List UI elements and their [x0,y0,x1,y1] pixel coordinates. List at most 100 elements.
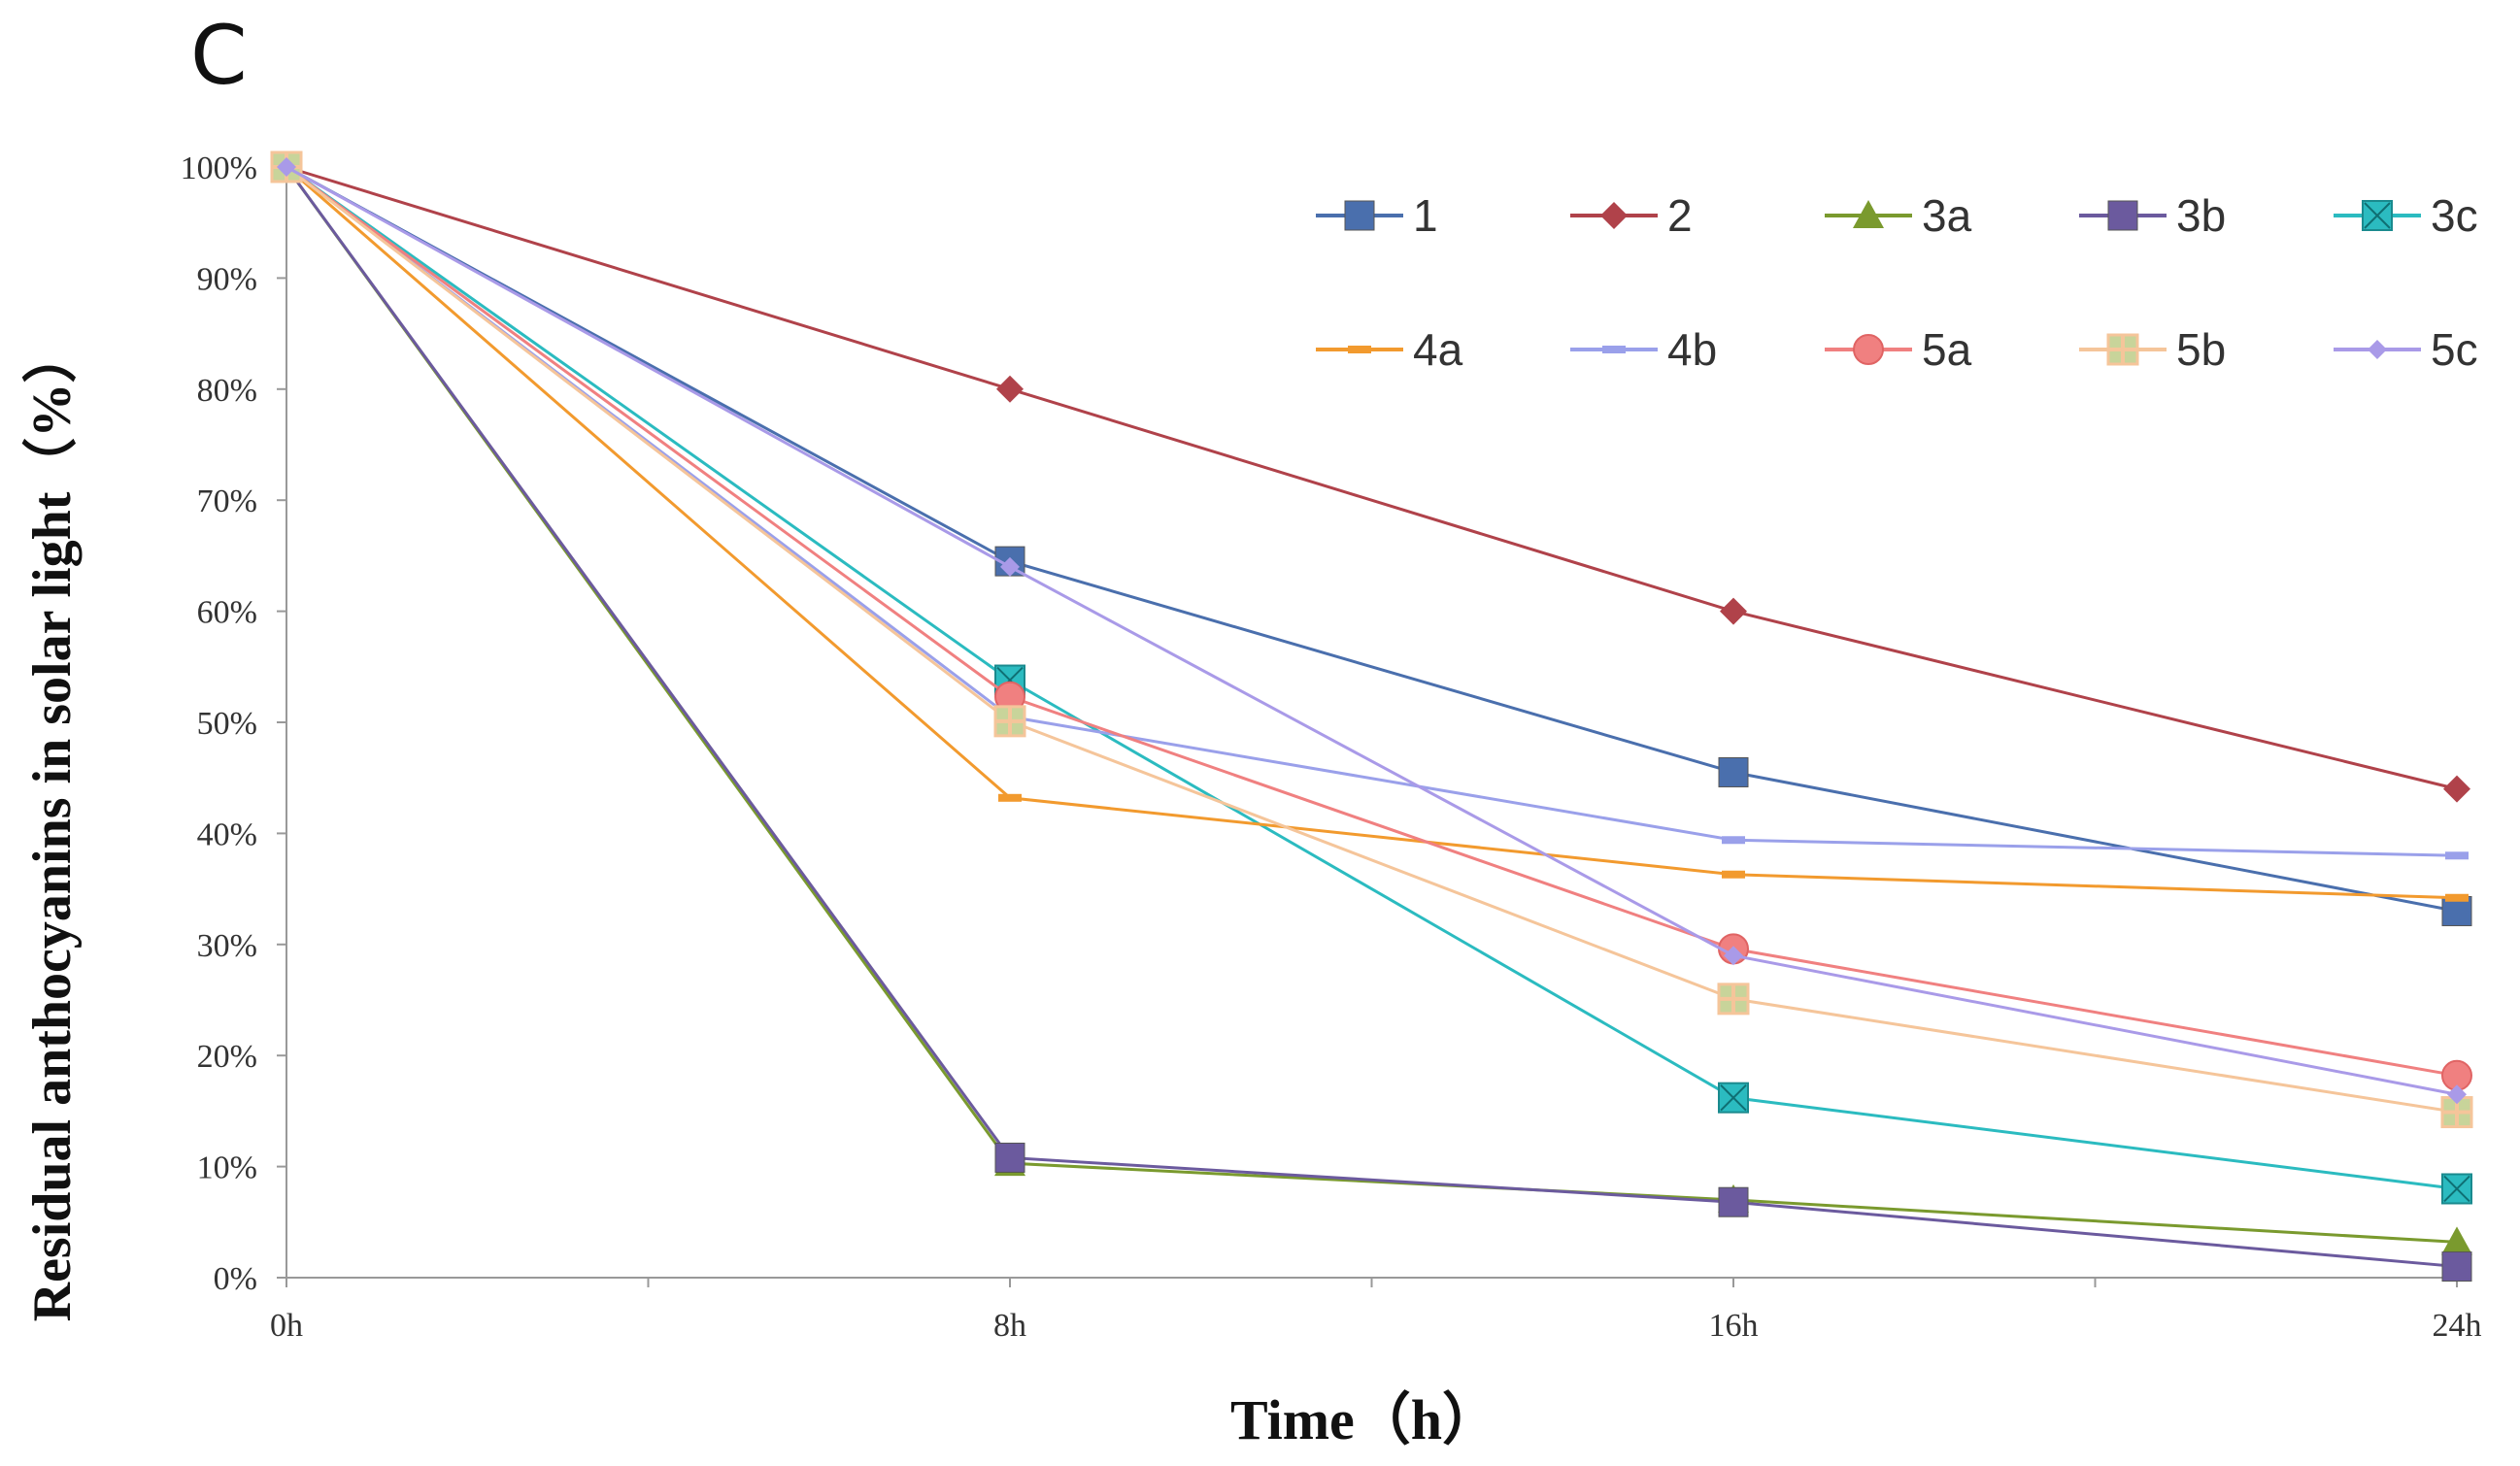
legend-item-3c: 3c [2334,190,2478,241]
series-line-5c [286,165,2458,1096]
series-5a [271,151,2472,1091]
legend-label: 3c [2431,190,2478,241]
data-point [1722,870,1745,879]
point-dash [1348,346,1371,353]
legend-item-5b: 5b [2079,324,2226,375]
series-line-5b [286,165,2458,1115]
legend-label: 2 [1667,190,1693,241]
y-axis-label: Residual anthocyanins in solar light（%） [21,329,83,1322]
data-point [2443,775,2470,803]
series-4a [275,163,2469,902]
x-tick-label: 24h [2433,1308,2482,1344]
legend-item-5a: 5a [1825,324,1972,375]
axes: 0% 10% 20% 30% 40% 50% 60% 70% 80% 90% 100% 0h 8h 16h… [181,150,2482,1344]
y-tick-label: 90% [197,261,257,297]
series-line-4a [286,165,2458,900]
legend-label: 3a [1922,190,1972,241]
data-point [2445,893,2469,902]
point-diamond [1720,597,1747,625]
data-point [1853,334,1884,365]
x-tick-label: 8h [993,1308,1026,1344]
series-line-1 [286,165,2458,913]
data-point [1718,756,1749,787]
data-point [2362,200,2393,231]
series-3b [271,151,2472,1283]
legend: 1 2 3a 3b 3c 4a 4b 5a 5b 5c [1316,190,2478,375]
y-tick-label: 70% [197,483,257,519]
series-line-2 [286,165,2458,791]
point-diamond [1000,556,1020,577]
legend-label: 5c [2431,324,2478,375]
series-4b [275,163,2469,860]
legend-item-3a: 3a [1825,190,1972,241]
y-tick-label: 20% [197,1039,257,1075]
data-point [2445,851,2469,860]
data-point [277,157,296,177]
legend-label: 4a [1413,324,1463,375]
point-diamond [1600,202,1628,229]
data-point [1717,983,1750,1016]
y-tick-label: 10% [197,1150,257,1186]
point-triangle [1853,200,1884,228]
point-square [1344,200,1375,231]
panel-label: C [190,8,248,103]
point-dash [1602,346,1626,353]
data-point [1724,946,1743,966]
data-point [2441,1226,2472,1255]
point-dash [2445,893,2469,902]
x-tick-label: 16h [1709,1308,1759,1344]
x-axis-label: Time（h） [1230,1388,1498,1451]
point-square [2441,1251,2472,1283]
legend-item-4a: 4a [1316,324,1463,375]
data-point [994,1142,1025,1173]
data-point [2106,333,2139,366]
series-line-3c [286,165,2458,1190]
y-tick-label: 60% [197,595,257,631]
y-tick-label: 0% [214,1261,257,1297]
point-diamond [277,157,296,177]
point-plus [2109,336,2136,363]
data-point [1600,202,1628,229]
series-5b [270,150,2473,1129]
point-triangle [2441,1226,2472,1255]
legend-label: 1 [1413,190,1438,241]
legend-item-2: 2 [1570,190,1693,241]
point-circle [1853,334,1884,365]
point-dash [998,793,1022,802]
point-diamond [1724,946,1743,966]
point-square [994,1142,1025,1173]
y-tick-label: 50% [197,706,257,742]
series-1 [271,151,2472,926]
legend-item-5c: 5c [2334,324,2478,375]
legend-label: 3b [2176,190,2226,241]
point-cross [1720,1083,1747,1112]
point-dash [1722,870,1745,879]
data-point [993,705,1026,738]
data-point [1000,556,1020,577]
x-tick-label: 0h [270,1308,303,1344]
point-square [1718,756,1749,787]
point-dash [2445,851,2469,860]
data-point [1348,346,1371,353]
data-point [2447,1084,2467,1105]
point-diamond [996,375,1024,403]
y-tick-label: 30% [197,928,257,964]
point-diamond [2368,340,2387,359]
point-diamond [2443,775,2470,803]
legend-item-1: 1 [1316,190,1438,241]
data-point [1718,1082,1749,1114]
legend-label: 5b [2176,324,2226,375]
legend-item-3b: 3b [2079,190,2226,241]
y-tick-label: 80% [197,373,257,409]
series-3c [271,151,2472,1205]
data-point [1344,200,1375,231]
data-point [1718,1186,1749,1217]
data-point [1602,346,1626,353]
series-line-3a [285,166,2458,1244]
data-point [2441,1173,2472,1205]
legend-label: 5a [1922,324,1972,375]
y-tick-label: 100% [181,150,257,186]
point-cross [2364,202,2391,229]
data-point [998,793,1022,802]
